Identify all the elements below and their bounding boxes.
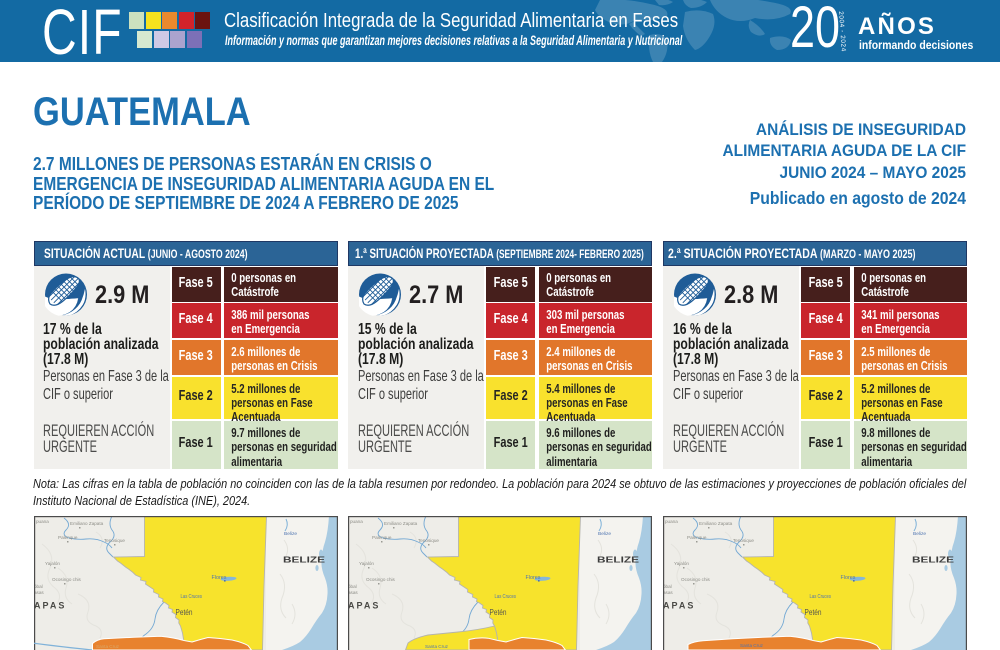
svg-text:Santa Cruz: Santa Cruz [740, 643, 764, 648]
svg-text:Santa Cruz: Santa Cruz [96, 644, 120, 649]
svg-text:Santa Cruz: Santa Cruz [425, 644, 449, 649]
